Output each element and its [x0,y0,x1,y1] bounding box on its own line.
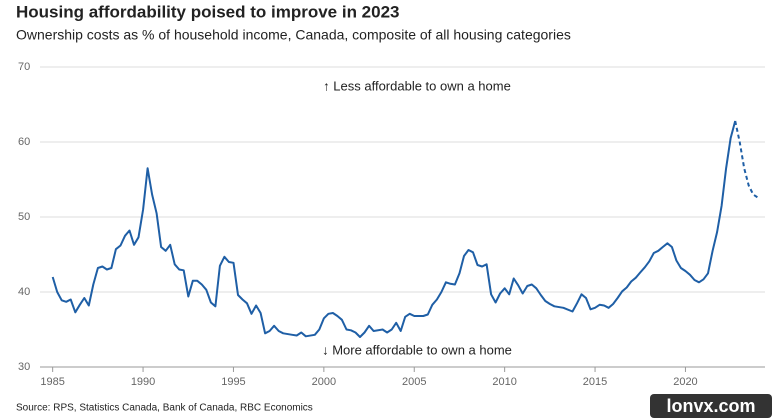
x-tick-label: 2010 [492,376,516,388]
annotation: ↑ Less affordable to own a home [323,78,511,93]
x-tick-label: 1995 [221,376,245,388]
y-tick-label: 50 [18,211,30,223]
x-tick-label: 1985 [40,376,64,388]
x-tick-label: 2015 [583,376,607,388]
y-tick-label: 60 [18,136,30,148]
x-tick-label: 2020 [673,376,697,388]
source: Source: RPS, Statistics Canada, Bank of … [16,403,313,414]
y-tick-label: 70 [18,61,30,73]
y-tick-label: 40 [18,286,30,298]
y-tick-label: 30 [18,361,30,373]
chart-title: Housing affordability poised to improve … [16,2,400,21]
line [734,120,759,199]
x-tick-label: 2000 [312,376,336,388]
x-tick-label: 2005 [402,376,426,388]
x-tick-label: 1990 [131,376,155,388]
watermark: lonvx.com [666,396,755,416]
annotation: ↓ More affordable to own a home [322,342,512,357]
line [51,120,737,338]
chart-subtitle: Ownership costs as % of household income… [16,27,571,43]
watermark-bg [650,394,772,418]
